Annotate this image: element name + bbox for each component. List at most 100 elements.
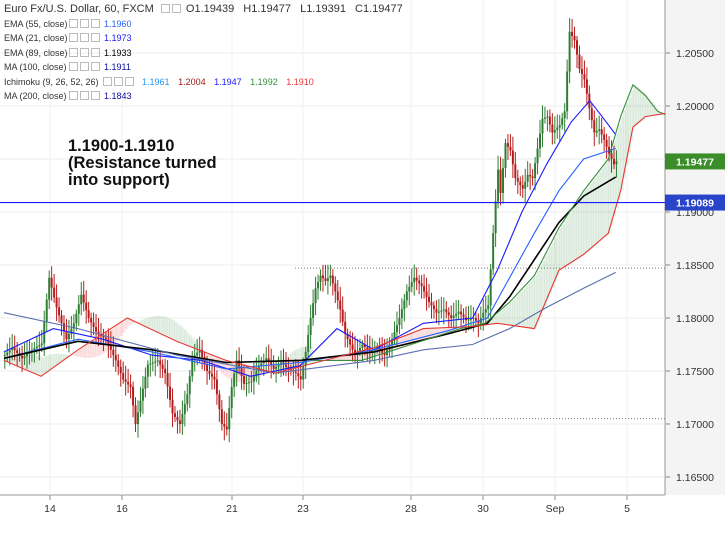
candle-body — [307, 334, 310, 352]
settings-icon[interactable] — [79, 33, 89, 43]
eye-icon[interactable] — [68, 33, 78, 43]
candle-body — [136, 412, 139, 424]
candle-body — [440, 310, 443, 312]
cloud-segment — [260, 369, 264, 376]
cloud-segment — [492, 316, 496, 324]
eye-icon[interactable] — [68, 18, 78, 28]
candle-body — [344, 321, 347, 334]
cloud-segment — [433, 328, 437, 338]
cloud-segment — [344, 355, 348, 361]
settings-icon[interactable] — [79, 62, 89, 72]
cloud-segment — [586, 187, 590, 253]
cloud-segment — [556, 232, 560, 277]
candle-body — [578, 54, 581, 69]
cloud-segment — [87, 343, 91, 358]
cloud-segment — [329, 359, 333, 361]
candle-body — [563, 111, 566, 119]
candle-body — [430, 302, 433, 306]
cloud-segment — [166, 317, 170, 337]
candle-body — [80, 294, 83, 305]
cloud-segment — [258, 368, 262, 377]
indicator-row: Ichimoku (9, 26, 52, 26) 1.1961 1.2004 1… — [4, 75, 409, 90]
candle-body — [610, 153, 613, 159]
candle-body — [302, 365, 305, 380]
cloud-segment — [576, 201, 580, 260]
cloud-segment — [354, 352, 358, 361]
y-tick-label: 1.18500 — [676, 260, 714, 272]
candle-body — [33, 348, 36, 350]
candle-body — [127, 381, 130, 385]
cloud-segment — [546, 251, 550, 300]
candle-body — [171, 399, 174, 414]
candle-body — [228, 408, 231, 430]
close-icon[interactable] — [90, 18, 100, 28]
cloud-segment — [645, 95, 649, 117]
close-box-icon[interactable] — [171, 3, 181, 13]
time-axis-panel — [0, 495, 725, 543]
candle-body — [134, 405, 137, 424]
candle-body — [149, 363, 152, 365]
candle-body — [583, 74, 586, 80]
support-annotation: 1.1900-1.1910 (Resistance turned into su… — [68, 138, 217, 189]
candle-body — [435, 309, 438, 313]
cloud-segment — [92, 340, 96, 358]
candle-body — [312, 303, 315, 318]
candle-body — [324, 278, 327, 281]
series-line-ema-55-close — [3, 147, 616, 370]
settings-box-icon[interactable] — [160, 3, 170, 13]
cloud-segment — [410, 333, 414, 345]
close-icon[interactable] — [90, 62, 100, 72]
indicator-value: 1.1960 — [104, 18, 132, 29]
cloud-segment — [122, 321, 126, 333]
settings-icon[interactable] — [79, 91, 89, 101]
candle-body — [494, 201, 497, 234]
candle-body — [117, 360, 120, 367]
cloud-segment — [31, 353, 35, 373]
candle-body — [92, 322, 95, 328]
candle-body — [53, 287, 56, 298]
eye-icon[interactable] — [68, 47, 78, 57]
close-icon[interactable] — [90, 91, 100, 101]
cloud-segment — [359, 351, 363, 361]
candle-body — [247, 382, 250, 384]
candle-body — [8, 350, 11, 353]
candle-body — [114, 355, 117, 361]
candle-body — [595, 130, 598, 133]
candle-body — [233, 373, 236, 387]
candle-body — [393, 332, 396, 340]
eye-icon[interactable] — [68, 91, 78, 101]
indicator-name: EMA (55, close) — [4, 18, 68, 29]
candle-body — [154, 361, 157, 363]
eye-icon[interactable] — [68, 62, 78, 72]
close-icon[interactable] — [90, 47, 100, 57]
candle-body — [141, 388, 144, 401]
cloud-segment — [369, 348, 372, 359]
cloud-segment — [60, 354, 64, 363]
candle-body — [506, 143, 509, 147]
close-icon[interactable] — [124, 76, 134, 86]
candle-body — [553, 130, 556, 133]
cloud-segment — [632, 84, 636, 128]
cloud-segment — [435, 328, 439, 337]
candle-body — [349, 339, 352, 345]
cloud-segment — [287, 354, 291, 370]
close-icon[interactable] — [90, 33, 100, 43]
cloud-segment — [137, 321, 141, 323]
cloud-segment — [524, 286, 528, 328]
candle-body — [132, 386, 135, 406]
cloud-segment — [346, 354, 350, 361]
eye-icon[interactable] — [102, 76, 112, 86]
candle-body — [272, 365, 275, 369]
settings-icon[interactable] — [113, 76, 123, 86]
cloud-segment — [144, 318, 148, 327]
candle-body — [487, 305, 490, 309]
candle-body — [72, 323, 75, 329]
settings-icon[interactable] — [79, 47, 89, 57]
candle-body — [585, 79, 588, 94]
candle-body — [400, 309, 403, 318]
settings-icon[interactable] — [79, 18, 89, 28]
candle-body — [67, 333, 70, 340]
candle-body — [361, 344, 364, 349]
candle-body — [245, 382, 248, 384]
